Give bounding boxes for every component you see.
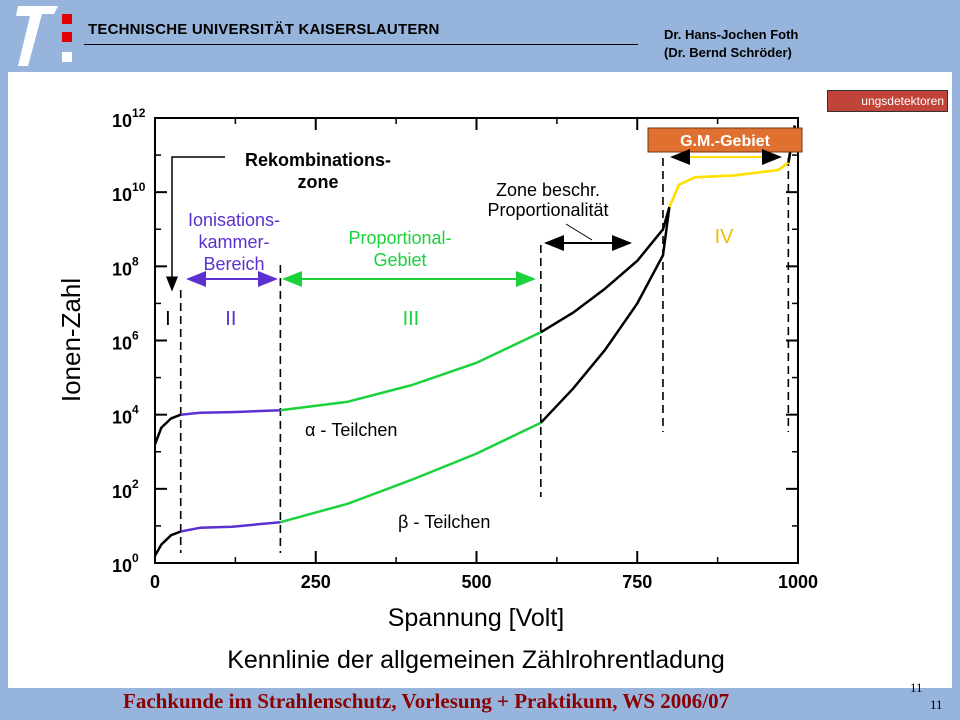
course-title: Fachkunde im Strahlenschutz, Vorlesung +… bbox=[123, 689, 730, 713]
region-numeral: III bbox=[403, 308, 420, 330]
rekombination-label: Rekombinations- bbox=[245, 150, 391, 170]
region-numeral: IV bbox=[715, 226, 735, 248]
x-tick-label: 250 bbox=[301, 572, 331, 592]
y-tick-label: 106 bbox=[112, 329, 139, 354]
zone-pointer bbox=[565, 223, 593, 241]
y-tick-exponent: 12 bbox=[132, 106, 146, 120]
rekombination-label-2: zone bbox=[297, 172, 338, 192]
region-numeral: I bbox=[165, 308, 171, 330]
alpha-series-line bbox=[153, 413, 182, 445]
page-number: 11 bbox=[910, 680, 923, 695]
slide-header: TECHNISCHE UNIVERSITÄT KAISERSLAUTERN Dr… bbox=[0, 0, 960, 72]
beta-series-line bbox=[180, 520, 281, 533]
y-tick-exponent: 4 bbox=[132, 403, 139, 417]
alpha-series-line bbox=[540, 206, 671, 334]
x-tick-label: 1000 bbox=[778, 572, 818, 592]
beta-series-line bbox=[153, 530, 182, 557]
beta-series-line bbox=[539, 206, 671, 424]
header-divider bbox=[84, 44, 638, 45]
ionisation-label-1: Ionisations- bbox=[188, 210, 280, 230]
alpha-series-label: α - Teilchen bbox=[305, 420, 397, 440]
y-tick-exponent: 10 bbox=[132, 180, 146, 194]
y-tick-label: 104 bbox=[112, 403, 139, 428]
ionisation-label-2: kammer- bbox=[199, 232, 270, 252]
x-axis: 0 250 500 750 1000 bbox=[150, 118, 818, 592]
y-tick-label: 1010 bbox=[112, 180, 146, 205]
tu-logo-icon bbox=[16, 6, 72, 66]
zone-label-2: Proportionalität bbox=[487, 200, 608, 220]
y-tick-label: 100 bbox=[112, 551, 139, 576]
y-tick-label: 108 bbox=[112, 254, 139, 279]
x-axis-title: Spannung [Volt] bbox=[388, 604, 565, 632]
section-tab-label[interactable]: ungsdetektoren bbox=[827, 90, 948, 112]
proportional-label-2: Gebiet bbox=[373, 250, 426, 270]
x-tick-label: 750 bbox=[622, 572, 652, 592]
y-tick-label: 1012 bbox=[112, 106, 146, 131]
y-tick-label: 102 bbox=[112, 477, 139, 502]
university-name: TECHNISCHE UNIVERSITÄT KAISERSLAUTERN bbox=[88, 21, 440, 38]
author-name: Dr. Hans-Jochen Foth bbox=[664, 27, 799, 42]
beta-series-label: β - Teilchen bbox=[398, 512, 490, 532]
x-tick-label: 500 bbox=[461, 572, 491, 592]
slide-content bbox=[8, 72, 952, 688]
region-numeral: II bbox=[225, 308, 236, 330]
alpha-series-line bbox=[180, 408, 281, 416]
beta-series-line bbox=[668, 161, 790, 208]
y-tick-exponent: 6 bbox=[132, 329, 139, 343]
alpha-series-line bbox=[280, 331, 542, 412]
co-author-name: (Dr. Bernd Schröder) bbox=[664, 45, 792, 60]
y-axis-title: Ionen-Zahl bbox=[56, 278, 86, 402]
gm-label-box bbox=[647, 127, 803, 153]
proportional-label-1: Proportional- bbox=[348, 228, 451, 248]
data-series bbox=[153, 125, 797, 557]
rekombination-pointer bbox=[166, 156, 225, 292]
x-tick-label: 0 bbox=[150, 572, 160, 592]
beta-series-line bbox=[280, 421, 542, 524]
plot-frame bbox=[154, 117, 799, 564]
y-tick-exponent: 2 bbox=[132, 477, 139, 491]
chart-title: Kennlinie der allgemeinen Zählrohrentlad… bbox=[227, 646, 725, 674]
zone-label-1: Zone beschr. bbox=[496, 180, 600, 200]
y-tick-exponent: 8 bbox=[132, 254, 139, 268]
ionisation-label-3: Bereich bbox=[203, 254, 264, 274]
alpha-series-line bbox=[668, 161, 790, 208]
y-tick-exponent: 0 bbox=[132, 551, 139, 565]
page-number-secondary: 11 bbox=[930, 697, 943, 712]
gm-label: G.M.-Gebiet bbox=[680, 133, 770, 150]
